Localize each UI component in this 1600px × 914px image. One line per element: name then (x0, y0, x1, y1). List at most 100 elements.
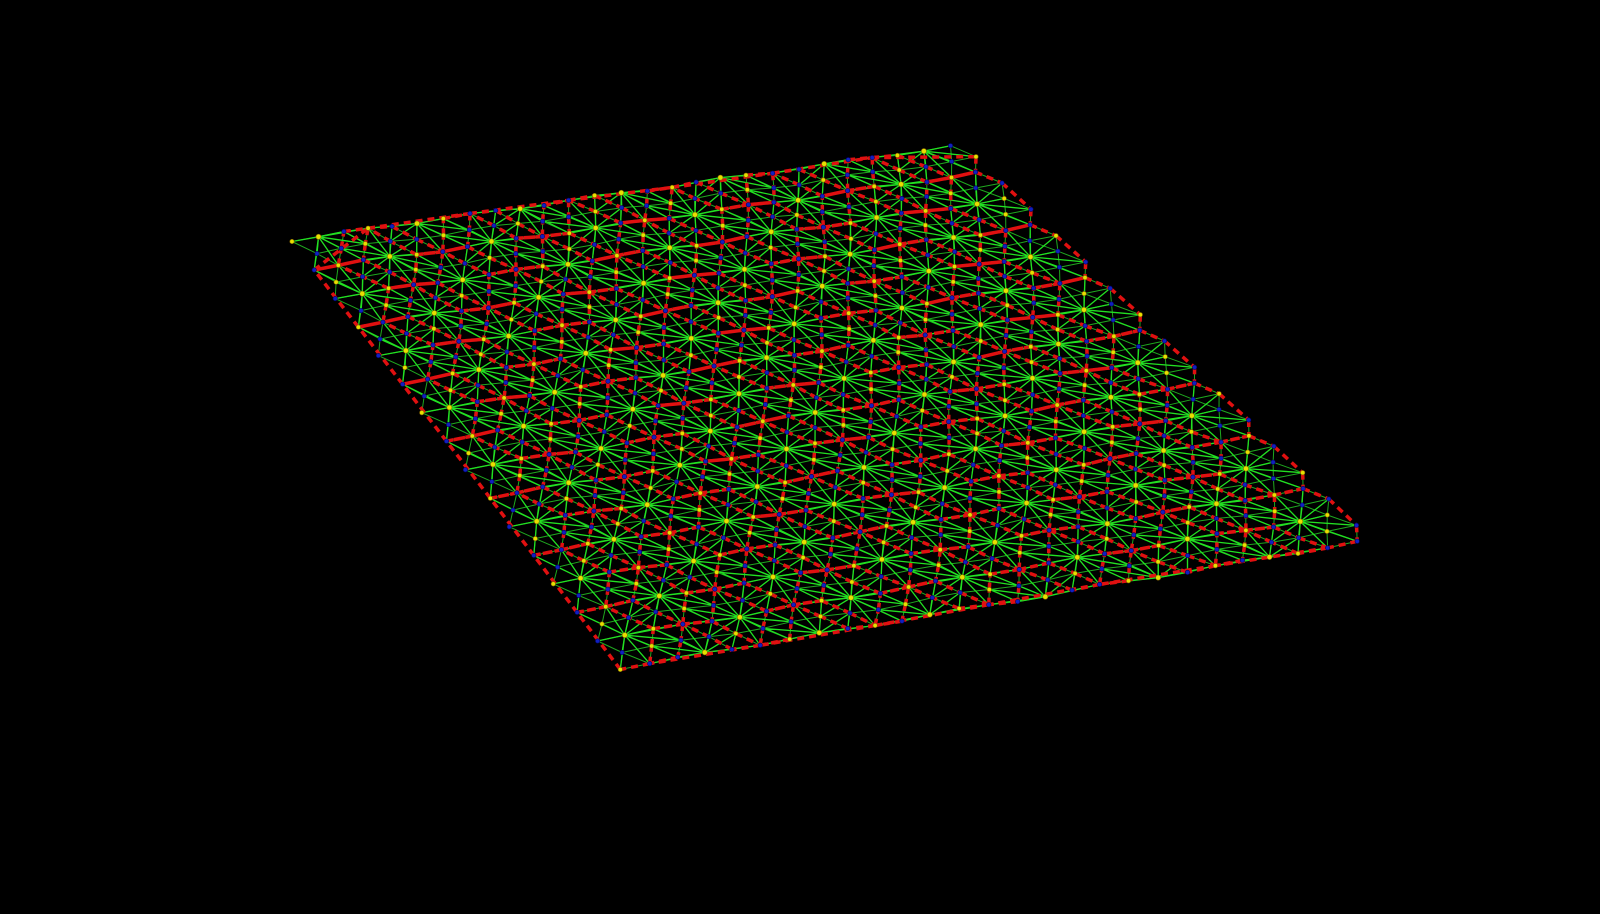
blue-atom (818, 299, 824, 305)
yellow-atom (608, 347, 614, 353)
yellow-atom (883, 523, 889, 529)
blue-atom (513, 266, 519, 272)
yellow-atom (992, 539, 998, 546)
yellow-atom (565, 261, 571, 268)
blue-atom (467, 211, 473, 217)
blue-atom (917, 441, 923, 447)
yellow-atom (1081, 462, 1087, 468)
yellow-atom (629, 406, 636, 412)
blue-atom (620, 490, 626, 496)
yellow-atom (586, 304, 592, 310)
yellow-atom (431, 326, 437, 332)
blue-atom (764, 385, 770, 391)
yellow-atom (559, 339, 565, 345)
yellow-atom (1055, 312, 1061, 318)
blue-atom (845, 295, 851, 301)
blue-atom (857, 529, 863, 535)
blue-atom (1046, 560, 1052, 566)
blue-atom (790, 602, 796, 608)
yellow-atom (1246, 433, 1252, 439)
yellow-atom (694, 243, 700, 249)
yellow-atom (617, 666, 623, 672)
blue-atom (1246, 417, 1252, 423)
yellow-atom (592, 224, 599, 231)
blue-atom (405, 314, 411, 320)
yellow-atom (446, 404, 453, 411)
blue-atom (796, 272, 802, 278)
yellow-atom (936, 562, 942, 568)
yellow-atom (1048, 512, 1054, 518)
blue-atom (1160, 509, 1166, 515)
yellow-atom (764, 340, 770, 346)
blue-atom (653, 609, 659, 615)
blue-atom (974, 370, 980, 376)
yellow-atom (948, 190, 954, 196)
yellow-atom (926, 611, 933, 618)
blue-atom (976, 217, 982, 223)
blue-atom (523, 408, 529, 414)
yellow-atom (586, 289, 592, 295)
blue-atom (875, 607, 881, 613)
blue-atom (938, 516, 944, 522)
yellow-atom (315, 233, 322, 240)
blue-atom (1025, 485, 1031, 491)
blue-atom (619, 649, 625, 655)
blue-atom (1190, 459, 1196, 465)
blue-atom (527, 393, 533, 399)
blue-atom (699, 474, 705, 480)
blue-atom (445, 422, 451, 428)
blue-atom (1097, 581, 1103, 587)
blue-atom (670, 496, 676, 502)
yellow-atom (959, 574, 966, 581)
yellow-atom (1072, 570, 1078, 576)
blue-atom (863, 449, 869, 455)
yellow-atom (681, 605, 687, 611)
blue-atom (475, 382, 481, 388)
blue-atom (456, 338, 462, 344)
blue-atom (951, 343, 957, 349)
blue-atom (771, 185, 777, 191)
blue-atom (794, 585, 800, 591)
blue-atom (976, 354, 982, 360)
blue-atom (411, 282, 417, 288)
blue-atom (929, 595, 935, 601)
yellow-atom (490, 461, 496, 468)
yellow-atom (871, 183, 877, 189)
blue-atom (1003, 332, 1009, 338)
blue-atom (559, 306, 565, 312)
blue-atom (843, 359, 849, 365)
yellow-atom (733, 630, 739, 636)
blue-atom (1057, 264, 1063, 270)
blue-atom (591, 242, 597, 248)
blue-atom (1326, 496, 1332, 502)
blue-atom (608, 552, 614, 558)
blue-atom (872, 322, 878, 328)
blue-atom (1162, 493, 1168, 499)
yellow-atom (1216, 391, 1222, 397)
blue-atom (589, 258, 595, 264)
blue-atom (1030, 392, 1036, 398)
blue-atom (668, 513, 674, 519)
yellow-atom (1081, 306, 1087, 313)
yellow-atom (801, 539, 808, 545)
yellow-atom (956, 605, 962, 611)
blue-atom (791, 352, 797, 358)
yellow-atom (402, 365, 408, 371)
yellow-atom (757, 435, 763, 441)
yellow-atom (679, 430, 685, 436)
blue-atom (1082, 323, 1088, 329)
blue-atom (661, 324, 667, 330)
yellow-atom (921, 391, 928, 398)
yellow-atom (737, 358, 743, 364)
blue-atom (435, 280, 441, 286)
blue-atom (769, 294, 775, 300)
blue-atom (1271, 443, 1277, 449)
blue-atom (873, 307, 879, 313)
blue-atom (718, 255, 724, 261)
yellow-atom (841, 375, 847, 382)
yellow-atom (879, 556, 885, 563)
yellow-atom (1133, 499, 1139, 505)
blue-atom (680, 621, 686, 627)
blue-atom (666, 230, 672, 236)
yellow-atom (1003, 211, 1009, 217)
